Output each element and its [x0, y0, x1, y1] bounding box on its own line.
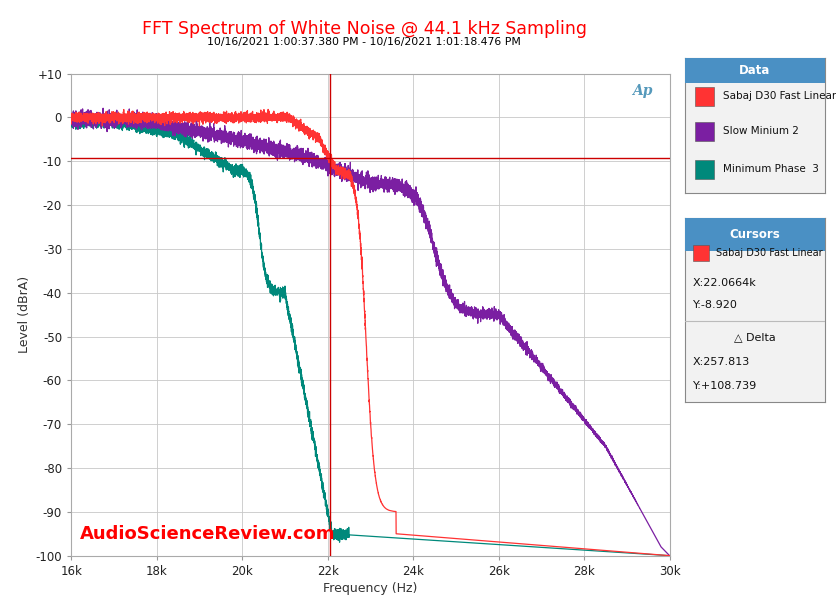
- Text: FFT Spectrum of White Noise @ 44.1 kHz Sampling: FFT Spectrum of White Noise @ 44.1 kHz S…: [141, 20, 586, 37]
- Bar: [694, 87, 713, 106]
- Y-axis label: Level (dBrA): Level (dBrA): [18, 276, 31, 353]
- Text: Sabaj D30 Fast Linear: Sabaj D30 Fast Linear: [715, 248, 821, 258]
- Text: Data: Data: [738, 64, 770, 77]
- Text: X:22.0664k: X:22.0664k: [692, 278, 756, 289]
- Text: AudioScienceReview.com: AudioScienceReview.com: [80, 525, 335, 543]
- Text: Aр: Aр: [632, 84, 652, 98]
- Text: Minimum Phase  3: Minimum Phase 3: [721, 164, 818, 174]
- Text: Cursors: Cursors: [729, 228, 779, 241]
- Bar: [694, 122, 713, 141]
- X-axis label: Frequency (Hz): Frequency (Hz): [323, 582, 417, 595]
- Text: Y:-8.920: Y:-8.920: [692, 300, 737, 309]
- Bar: [684, 58, 824, 83]
- Text: 10/16/2021 1:00:37.380 PM - 10/16/2021 1:01:18.476 PM: 10/16/2021 1:00:37.380 PM - 10/16/2021 1…: [207, 37, 520, 47]
- Text: △ Delta: △ Delta: [733, 333, 775, 343]
- Text: Y:+108.739: Y:+108.739: [692, 381, 757, 391]
- Text: Sabaj D30 Fast Linear: Sabaj D30 Fast Linear: [721, 91, 835, 101]
- Text: Slow Minium 2: Slow Minium 2: [721, 126, 798, 136]
- Bar: [692, 244, 708, 261]
- Bar: [694, 160, 713, 179]
- Text: X:257.813: X:257.813: [692, 357, 749, 367]
- Bar: [684, 218, 824, 251]
